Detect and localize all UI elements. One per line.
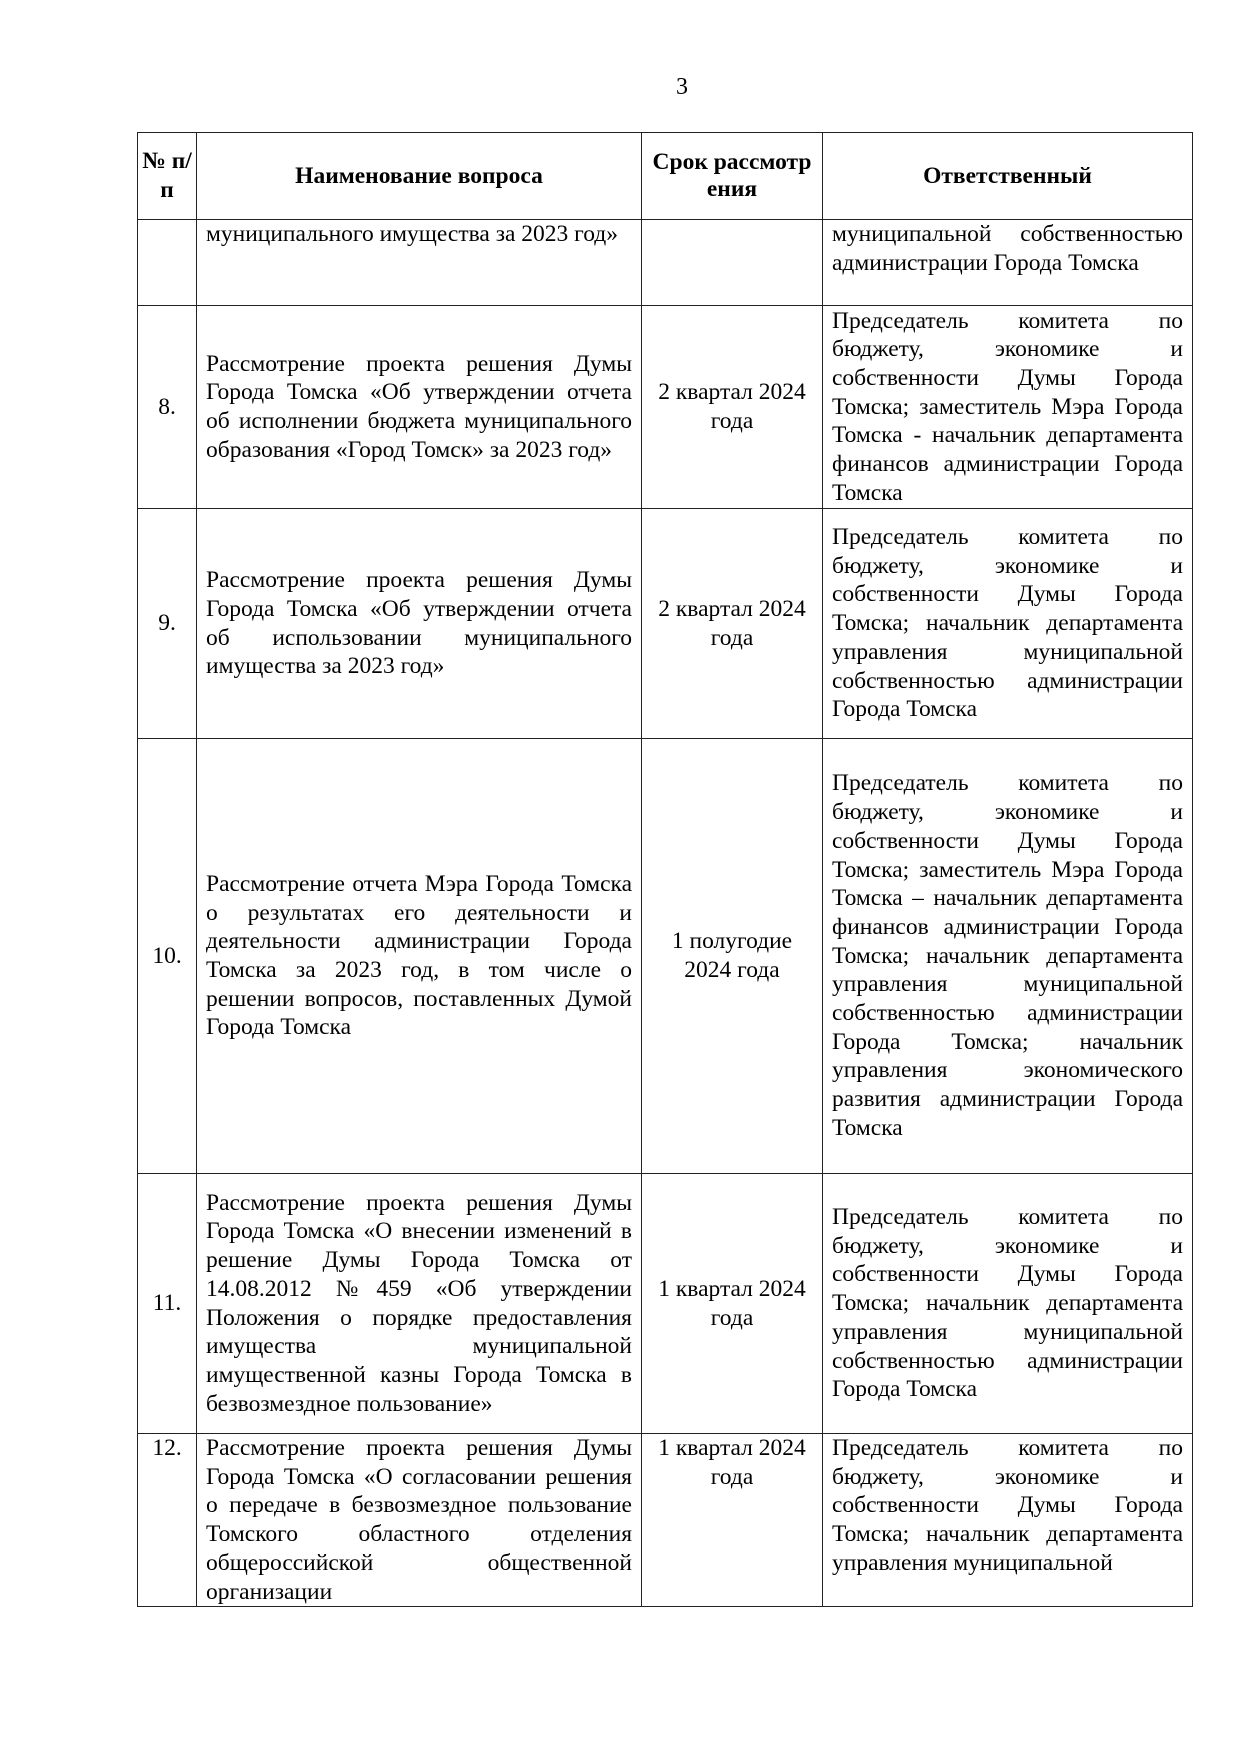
table-row: 9. Рассмотрение проекта решения Думы Горо…	[137, 508, 1193, 739]
row-term: 1 квартал 2024 года	[641, 1173, 823, 1434]
row-responsible: муниципальной собственностью администрац…	[822, 219, 1193, 306]
row-responsible: Председатель комитета по бюджету, эконом…	[822, 1173, 1193, 1434]
row-question: Рассмотрение проекта решения Думы Города…	[196, 1432, 642, 1608]
header-question: Наименование вопроса	[196, 132, 642, 220]
row-number: 10.	[137, 738, 197, 1174]
row-number: 8.	[137, 305, 197, 509]
plan-table: № п/п Наименование вопроса Срок рассмотр…	[137, 132, 1193, 1608]
row-number: 11.	[137, 1173, 197, 1434]
row-question: Рассмотрение проекта решения Думы Города…	[196, 1173, 642, 1434]
row-term: 2 квартал 2024 года	[641, 508, 823, 739]
table-row: муниципального имущества за 2023 год» мун…	[137, 219, 1193, 306]
row-responsible: Председатель комитета по бюджету, эконом…	[822, 1432, 1193, 1608]
row-responsible: Председатель комитета по бюджету, эконом…	[822, 508, 1193, 739]
row-responsible: Председатель комитета по бюджету, эконом…	[822, 305, 1193, 509]
row-number	[137, 219, 197, 306]
row-question: Рассмотрение проекта решения Думы Города…	[196, 305, 642, 509]
table-row: 11. Рассмотрение проекта решения Думы Гор…	[137, 1173, 1193, 1434]
row-responsible: Председатель комитета по бюджету, эконом…	[822, 738, 1193, 1174]
row-term: 1 полугодие 2024 года	[641, 738, 823, 1174]
page-number: 3	[676, 74, 688, 100]
table-header-row: № п/п Наименование вопроса Срок рассмотр…	[137, 132, 1193, 220]
row-number: 9.	[137, 508, 197, 739]
row-number: 12.	[137, 1432, 197, 1608]
row-term: 2 квартал 2024 года	[641, 305, 823, 509]
row-term: 1 квартал 2024 года	[641, 1432, 823, 1608]
row-question: муниципального имущества за 2023 год»	[196, 219, 642, 306]
table-row: 10. Рассмотрение отчета Мэра Города Томск…	[137, 738, 1193, 1174]
row-question: Рассмотрение отчета Мэра Города Томска о…	[196, 738, 642, 1174]
header-term: Срок рассмотрения	[641, 132, 823, 220]
row-question: Рассмотрение проекта решения Думы Города…	[196, 508, 642, 739]
table-row: 8. Рассмотрение проекта решения Думы Горо…	[137, 305, 1193, 509]
row-term	[641, 219, 823, 306]
header-number: № п/п	[137, 132, 197, 220]
table-row: 12. Рассмотрение проекта решения Думы Гор…	[137, 1432, 1193, 1608]
header-responsible: Ответственный	[822, 132, 1193, 220]
